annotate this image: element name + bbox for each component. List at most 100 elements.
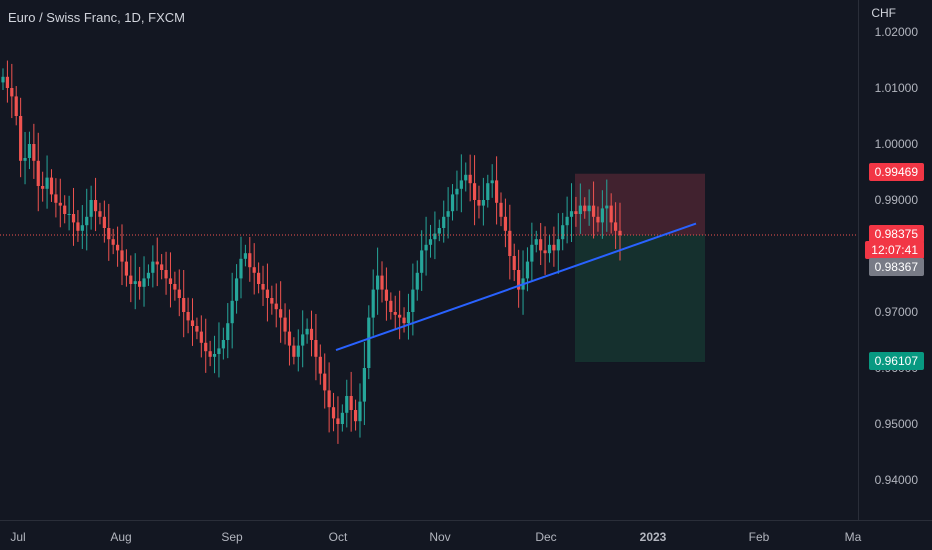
candle-body — [270, 298, 274, 304]
candle-body — [525, 261, 530, 279]
candle-body — [173, 284, 177, 290]
currency-label: CHF — [871, 6, 896, 20]
candle-body — [565, 216, 569, 226]
candle-body — [160, 264, 164, 270]
candle-body — [279, 309, 283, 318]
candle-body — [534, 239, 538, 245]
candle-body — [609, 205, 613, 223]
candle-body — [146, 272, 151, 279]
x-tick-label: Aug — [110, 530, 131, 544]
candle-body — [424, 244, 428, 251]
x-tick-label: Dec — [535, 530, 556, 544]
target-price-label: 0.96107 — [868, 352, 924, 370]
x-tick-label: Nov — [429, 530, 450, 544]
candle-body — [398, 314, 402, 318]
candle-body — [503, 216, 508, 231]
candle-body — [393, 312, 397, 315]
candle-body — [305, 328, 309, 335]
candle-body — [389, 300, 393, 312]
candle-body — [195, 326, 199, 332]
candle-body — [380, 275, 384, 290]
candle-body — [468, 174, 472, 184]
candle-body — [428, 239, 433, 245]
candle-body — [67, 214, 71, 215]
x-tick-label: Oct — [329, 530, 348, 544]
candle-body — [85, 216, 89, 226]
stop-loss-zone — [575, 173, 705, 235]
candle-body — [287, 331, 292, 346]
y-tick-label: 1.01000 — [875, 81, 919, 95]
candle-body — [415, 272, 419, 290]
candle-body — [464, 174, 468, 181]
candle-body — [402, 317, 406, 324]
candle-body — [14, 96, 18, 116]
candle-body — [459, 180, 463, 189]
candle-body — [93, 200, 98, 212]
candle-body — [477, 200, 481, 206]
candle-body — [406, 312, 411, 324]
candle-body — [455, 188, 459, 195]
candle-body — [221, 340, 225, 349]
previous-close-label: 0.98367 — [868, 258, 924, 276]
candle-body — [327, 390, 331, 408]
candle-body — [261, 284, 265, 290]
candle-body — [512, 256, 516, 270]
y-tick-label: 0.94000 — [875, 473, 919, 487]
candle-body — [10, 88, 14, 97]
take-profit-zone — [575, 235, 705, 363]
y-tick-label: 0.97000 — [875, 305, 919, 319]
candle-body — [578, 205, 582, 214]
candle-body — [336, 418, 340, 424]
candle-body — [472, 183, 477, 200]
candle-body — [27, 144, 32, 158]
candle-body — [323, 373, 327, 391]
candle-body — [186, 312, 190, 321]
candle-body — [495, 180, 499, 203]
candle-body — [552, 244, 556, 251]
candle-body — [226, 323, 230, 340]
candle-body — [19, 116, 23, 161]
candle-body — [583, 205, 587, 212]
candle-body — [111, 239, 115, 245]
candle-body — [371, 289, 375, 318]
candle-body — [138, 281, 142, 287]
candle-body — [230, 300, 234, 324]
y-tick-label: 0.95000 — [875, 417, 919, 431]
candle-body — [129, 275, 133, 284]
candle-body — [376, 275, 380, 290]
candle-body — [596, 216, 600, 223]
candle-body — [71, 214, 76, 223]
candle-body — [353, 410, 358, 422]
candle-body — [309, 328, 314, 340]
candle-body — [587, 205, 591, 212]
candle-body — [155, 261, 159, 265]
stop-price-label: 0.99469 — [868, 163, 924, 181]
candle-body — [274, 303, 278, 310]
candle-body — [142, 278, 146, 287]
candle-body — [384, 289, 389, 301]
candle-body — [508, 230, 512, 256]
candle-body — [345, 396, 349, 413]
candle-body — [252, 267, 256, 273]
candle-body — [547, 244, 552, 254]
candle-body — [446, 211, 450, 217]
x-tick-label: Ma — [845, 530, 862, 544]
candle-body — [411, 289, 415, 312]
candle-body — [257, 272, 261, 284]
candle-body — [283, 317, 287, 332]
candle-body — [32, 144, 36, 161]
candle-body — [89, 200, 93, 217]
candle-body — [561, 225, 565, 240]
candle-body — [318, 356, 322, 374]
candle-body — [340, 412, 344, 424]
y-tick-label: 1.02000 — [875, 25, 919, 39]
candle-body — [517, 270, 521, 290]
candle-body — [569, 211, 574, 217]
candle-body — [613, 222, 618, 231]
candle-body — [486, 183, 490, 200]
candle-body — [248, 253, 252, 268]
candle-body — [618, 230, 622, 236]
x-tick-label: Jul — [10, 530, 25, 544]
candle-body — [539, 239, 543, 251]
